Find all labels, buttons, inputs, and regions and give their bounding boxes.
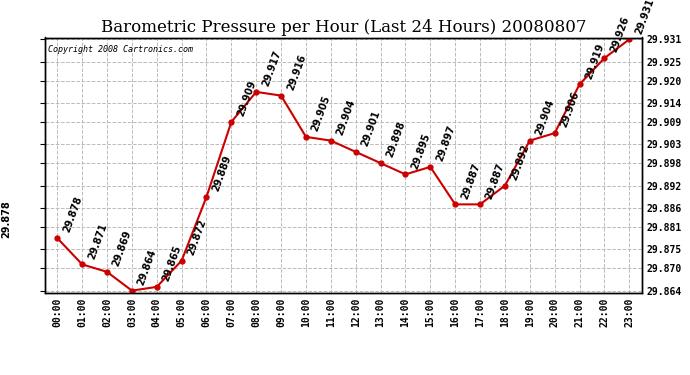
Text: 29.926: 29.926 <box>609 15 631 54</box>
Text: 29.878: 29.878 <box>61 195 83 234</box>
Text: 29.871: 29.871 <box>86 221 108 260</box>
Text: 29.898: 29.898 <box>385 120 407 159</box>
Text: 29.889: 29.889 <box>210 154 233 193</box>
Text: 29.906: 29.906 <box>559 90 581 129</box>
Text: 29.895: 29.895 <box>410 131 432 170</box>
Title: Barometric Pressure per Hour (Last 24 Hours) 20080807: Barometric Pressure per Hour (Last 24 Ho… <box>101 19 586 36</box>
Text: 29.919: 29.919 <box>584 42 606 80</box>
Text: 29.905: 29.905 <box>310 94 333 133</box>
Text: 29.878: 29.878 <box>1 200 11 238</box>
Text: 29.872: 29.872 <box>186 217 208 256</box>
Text: 29.892: 29.892 <box>509 142 531 182</box>
Text: 29.864: 29.864 <box>136 248 158 286</box>
Text: 29.916: 29.916 <box>285 53 308 92</box>
Text: 29.904: 29.904 <box>534 98 556 136</box>
Text: 29.904: 29.904 <box>335 98 357 136</box>
Text: 29.901: 29.901 <box>360 109 382 148</box>
Text: 29.865: 29.865 <box>161 244 183 283</box>
Text: Copyright 2008 Cartronics.com: Copyright 2008 Cartronics.com <box>48 45 193 54</box>
Text: 29.917: 29.917 <box>260 49 283 88</box>
Text: 29.909: 29.909 <box>235 79 258 118</box>
Text: 29.869: 29.869 <box>111 229 133 268</box>
Text: 29.887: 29.887 <box>460 161 482 200</box>
Text: 29.897: 29.897 <box>435 124 457 163</box>
Text: 29.931: 29.931 <box>633 0 656 35</box>
Text: 29.887: 29.887 <box>484 161 506 200</box>
